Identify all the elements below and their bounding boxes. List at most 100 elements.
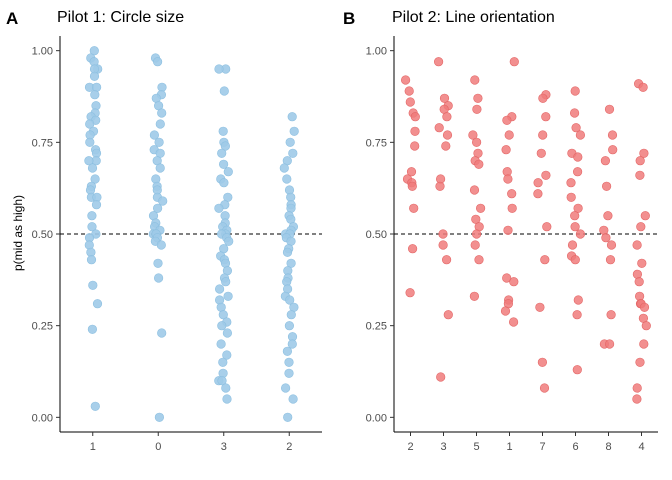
panel-b-data-point [575, 229, 586, 239]
panel-a-data-point [221, 277, 231, 287]
panel-b-data-point [535, 302, 545, 312]
panel-b-x-tick-label: 7 [539, 441, 545, 453]
panel-a-data-point [284, 357, 294, 367]
panel-b-data-point [472, 229, 482, 239]
panel-b-x-tick-label: 1 [506, 441, 512, 453]
panel-a-y-tick-label: 0.00 [32, 412, 53, 424]
panel-b-data-point [570, 211, 580, 221]
panel-b-x-tick-label: 4 [638, 441, 644, 453]
panel-b-data-point [539, 383, 550, 393]
panel-a-data-point [153, 203, 163, 213]
panel-a-data-point [84, 156, 94, 166]
panel-b-letter: B [343, 9, 355, 28]
panel-b-data-point [638, 82, 648, 92]
panel-b-data-point [533, 178, 543, 188]
panel-b-data-point [410, 126, 420, 136]
panel-a-y-tick-label: 0.50 [32, 229, 53, 241]
panel-b-data-point [473, 93, 483, 103]
panel-b-data-point [575, 130, 586, 140]
panel-b-data-point [405, 288, 415, 298]
panel-a-data-point [217, 376, 227, 386]
panel-a-data-point [214, 64, 224, 74]
panel-b-x-tick-label: 6 [572, 441, 578, 453]
panel-a-data-point [154, 273, 164, 283]
panel-b-data-point [410, 141, 420, 151]
panel-a-data-point [288, 148, 298, 158]
panel-a-letter: A [6, 9, 18, 28]
panel-b-data-point [600, 156, 611, 166]
panel-a-data-point [153, 258, 163, 268]
panel-a-data-point [219, 178, 229, 188]
panel-b-data-point [538, 93, 548, 103]
panel-b-data-point [470, 240, 480, 250]
panel-b-data-point [442, 112, 452, 122]
panel-b-x-tick-label: 3 [440, 441, 446, 453]
panel-b-data-point [438, 229, 448, 239]
panel-b-data-point [639, 302, 650, 312]
panel-b-data-point [441, 141, 451, 151]
panel-a-data-point [153, 57, 163, 67]
panel-b-y-tick-label: 0.00 [366, 412, 387, 424]
panel-b-data-point [472, 137, 482, 147]
panel-a-data-point [216, 339, 226, 349]
panel-b-data-point [572, 167, 583, 177]
panel-a-x-tick-label: 0 [155, 441, 161, 453]
panel-a-data-point [92, 299, 103, 309]
panel-a-data-point [87, 222, 97, 232]
panel-b-data-point [541, 112, 551, 122]
panel-b-data-point [573, 152, 583, 162]
panel-b-data-point [502, 273, 512, 283]
panel-a-data-point [149, 130, 159, 140]
panel-a-data-point [158, 196, 168, 206]
panel-a-data-point [219, 86, 229, 96]
panel-b-data-point [476, 203, 486, 213]
panel-b-data-point [469, 185, 480, 195]
panel-a-data-point [157, 108, 167, 118]
panel-b-data-point [606, 310, 616, 320]
panel-a-data-point [217, 321, 227, 331]
panel-a-data-point [90, 401, 100, 411]
panel-b-data-point [566, 178, 576, 188]
panel-b-data-point [471, 214, 481, 224]
panel-b-data-point [443, 310, 453, 320]
panel-a-data-point [222, 350, 232, 360]
panel-b-data-point [637, 258, 647, 268]
panel-a-y-tick-label: 0.25 [32, 321, 53, 333]
panel-a-data-point [157, 328, 167, 338]
panel-a-data-point [87, 163, 98, 173]
panel-b-data-point [474, 159, 484, 169]
panel-b-data-point [607, 130, 618, 140]
panel-b-data-point [469, 291, 480, 301]
panel-a-x-tick-label: 3 [221, 441, 227, 453]
panel-b-y-tick-label: 0.50 [366, 229, 387, 241]
panel-a-data-point [85, 119, 95, 129]
panel-a-data-point [156, 240, 166, 250]
panel-b-data-point [640, 211, 650, 221]
panel-b-data-point [442, 130, 453, 140]
panel-a-data-point [154, 137, 164, 147]
panel-b-data-point [635, 156, 645, 166]
panel-b-data-point [567, 240, 578, 250]
panel-b-data-point [601, 233, 611, 243]
panel-b-data-point [409, 203, 419, 213]
panel-b-data-point [634, 277, 644, 287]
panel-b-data-point [639, 339, 649, 349]
panel-a-data-point [219, 159, 229, 169]
panel-b-data-point [470, 75, 480, 85]
panel-a-data-point [223, 167, 233, 177]
panel-b-data-point [472, 104, 482, 114]
panel-b-x-tick-label: 5 [473, 441, 479, 453]
panel-b-title: Pilot 2: Line orientation [392, 9, 555, 26]
panel-b-data-point [632, 394, 642, 404]
panel-b-data-point [405, 97, 415, 107]
panel-a-data-point [284, 321, 295, 331]
panel-a-x-tick-label: 1 [90, 441, 96, 453]
panel-b-data-point [566, 192, 576, 202]
panel-b-data-point [434, 123, 444, 133]
panel-b-data-point [410, 112, 420, 122]
panel-b-data-point [509, 57, 519, 67]
panel-a-y-axis-title: p(mid as high) [11, 195, 25, 271]
panel-b-data-point [606, 240, 617, 250]
panel-a-data-point [283, 412, 293, 422]
panel-a-data-point [155, 119, 165, 129]
